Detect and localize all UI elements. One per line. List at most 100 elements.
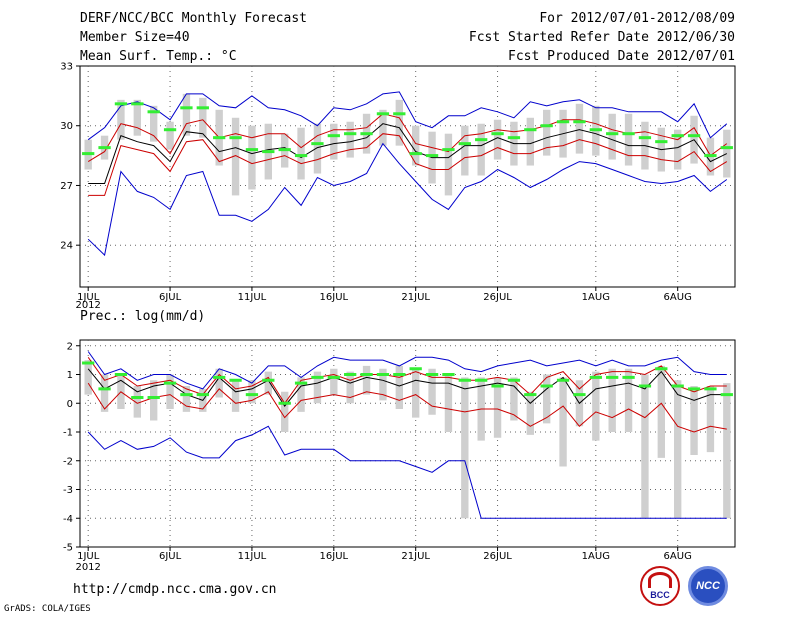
prec-observed-marker (278, 401, 291, 405)
prec-spread-box (690, 386, 698, 455)
prec-spread-box (444, 374, 453, 432)
temp-observed-marker (475, 138, 488, 142)
temp-spread-box (395, 99, 403, 146)
temp-spread-box (150, 105, 158, 142)
prec-y-tick-label: 1 (67, 370, 73, 381)
temp-spread-box (133, 99, 141, 136)
source-url[interactable]: http://cmdp.ncc.cma.gov.cn (73, 582, 277, 597)
prec-observed-marker (524, 393, 537, 397)
temp-y-tick-label: 30 (60, 121, 73, 132)
prec-observed-marker (720, 393, 733, 397)
prec-observed-marker (213, 375, 226, 379)
temp-observed-marker (229, 136, 242, 140)
temp-spread-box (477, 123, 485, 176)
temp-observed-marker (425, 154, 439, 158)
prec-spread-box (493, 377, 502, 438)
temp-x-tick-label: 16JUL (320, 292, 349, 303)
temp-mean-line (88, 123, 728, 184)
prec-observed-marker (442, 373, 455, 376)
prec-spread-box (215, 368, 223, 398)
temp-observed-marker (213, 136, 226, 140)
temp-panel-title: Mean Surf. Temp.: °C (80, 49, 237, 64)
prec-observed-marker (196, 393, 209, 397)
prec-panel-title: Prec.: log(mm/d) (80, 309, 206, 324)
prec-observed-marker (589, 375, 602, 379)
ncc-logo: NCC (688, 566, 728, 606)
prec-observed-marker (622, 375, 635, 379)
prec-observed-marker (573, 393, 586, 397)
temp-spread-box (297, 127, 305, 180)
prec-spread-box (543, 374, 551, 424)
prec-y-tick-label: -3 (63, 485, 73, 496)
temp-spread-box (412, 125, 420, 166)
prec-observed-marker (180, 393, 193, 397)
temp-observed-marker (327, 134, 340, 138)
prec-spread-box (641, 374, 649, 519)
prec-observed-marker (82, 361, 95, 365)
temp-spread-box (231, 117, 240, 196)
temp-spread-box (313, 123, 322, 174)
temp-observed-marker (442, 148, 455, 152)
temp-x-tick-label: 21JUL (401, 292, 430, 303)
prec-spread-box (379, 368, 387, 401)
temp-spread-box (346, 121, 354, 158)
prec-observed-marker (311, 375, 324, 379)
temp-spread-box (526, 117, 534, 166)
temp-observed-marker (556, 120, 570, 124)
temp-upper-line (87, 113, 728, 163)
temp-x-tick-label: 1AUG (582, 292, 610, 303)
temp-observed-marker (245, 148, 259, 152)
prec-x-tick-label: 6JUL (159, 551, 182, 562)
temp-lower-line (88, 133, 728, 196)
temp-spread-box (608, 113, 616, 160)
prec-observed-marker (556, 378, 570, 382)
temp-spread-box (166, 121, 174, 150)
prec-spread-box (231, 380, 240, 412)
prec-observed-marker (409, 367, 422, 371)
temp-observed-marker (82, 152, 95, 156)
prec-spread-box (624, 368, 633, 432)
fcst-started-date: Fcst Started Refer Date 2012/06/30 (468, 30, 735, 45)
prec-y-tick-label: -1 (63, 428, 73, 439)
prec-spread-box (330, 368, 338, 395)
prec-observed-marker (245, 393, 259, 397)
temp-observed-marker (376, 112, 390, 116)
fcst-produced-date: Fcst Produced Date 2012/07/01 (508, 49, 735, 64)
prec-observed-marker (425, 373, 439, 376)
prec-spread-box (313, 371, 322, 404)
temp-observed-marker (622, 132, 635, 136)
prec-observed-marker (262, 378, 275, 382)
prec-spread-box (723, 383, 731, 519)
prec-lower-line (87, 382, 727, 433)
temp-observed-marker (606, 132, 619, 136)
bcc-emblem-icon (648, 572, 672, 588)
prec-observed-marker (376, 373, 390, 376)
prec-observed-marker (507, 378, 521, 382)
prec-x-tick-label: 1JUL (77, 551, 100, 562)
prec-observed-marker (655, 367, 668, 371)
prec-x-tick-label: 26JUL (483, 551, 512, 562)
temp-spread-box (199, 97, 207, 138)
temp-panel: 24 27 30 33 1JUL 6JUL 11JUL 16JUL 21JUL 26JUL 1AUG… (60, 62, 736, 311)
prec-spread-box (412, 368, 420, 418)
temp-spread-box (493, 119, 502, 160)
temp-spread-box (575, 103, 584, 154)
temp-observed-marker (294, 154, 308, 158)
temp-observed-marker (573, 120, 586, 124)
prec-max-line (87, 351, 727, 390)
temp-spread-box (117, 99, 125, 140)
temp-observed-marker (458, 142, 471, 146)
ncc-logo-text: NCC (696, 580, 720, 592)
prec-observed-marker (540, 384, 553, 388)
temp-observed-marker (98, 146, 111, 150)
temp-observed-marker (720, 146, 733, 150)
temp-observed-marker (311, 142, 324, 146)
prec-x-tick-label: 21JUL (401, 551, 430, 562)
chart-title: DERF/NCC/BCC Monthly Forecast (80, 11, 307, 26)
prec-y-tick-label: 2 (67, 341, 73, 352)
prec-observed-marker (360, 373, 373, 376)
prec-observed-marker (393, 373, 406, 376)
prec-spread-box (264, 371, 272, 395)
